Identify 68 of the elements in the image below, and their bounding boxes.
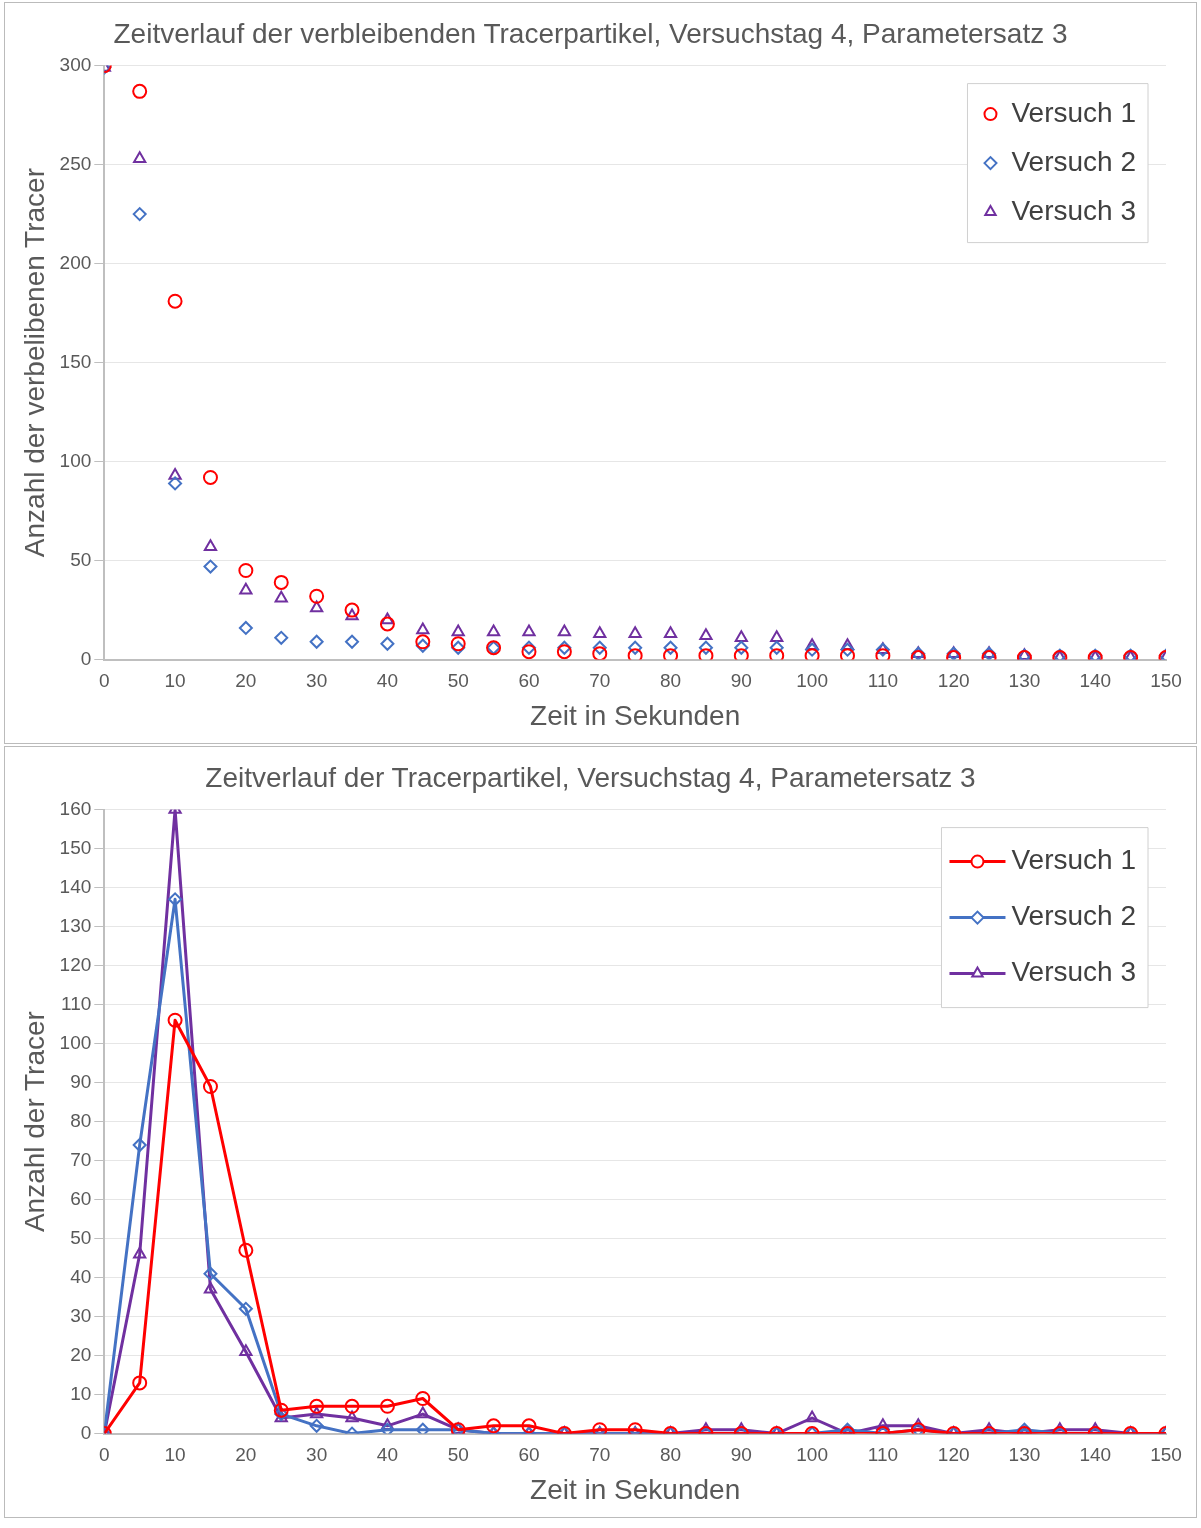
x-tick-label: 0 <box>99 670 110 692</box>
y-tick-label: 200 <box>59 251 92 273</box>
x-tick-label: 20 <box>235 670 257 692</box>
x-tick-label: 10 <box>164 670 186 692</box>
y-tick-label: 90 <box>70 1070 92 1092</box>
legend-label: Versuch 2 <box>1011 145 1137 177</box>
x-tick-label: 90 <box>730 1444 752 1466</box>
legend-label: Versuch 2 <box>1011 900 1137 932</box>
legend-label: Versuch 3 <box>1011 956 1137 988</box>
x-tick-label: 100 <box>796 670 828 692</box>
x-tick-label: 80 <box>659 1444 682 1466</box>
y-tick-label: 100 <box>59 1031 92 1053</box>
legend-label: Versuch 1 <box>1011 844 1137 876</box>
y-tick-label: 130 <box>59 914 92 936</box>
x-tick-label: 110 <box>867 670 899 692</box>
y-tick-label: 120 <box>59 953 92 975</box>
legend-label: Versuch 3 <box>1011 194 1137 226</box>
y-tick-label: 160 <box>59 797 92 819</box>
y-tick-label: 100 <box>59 449 92 471</box>
y-tick-label: 60 <box>70 1187 92 1209</box>
y-tick-label: 300 <box>59 53 92 75</box>
x-axis-title: Zeit in Sekunden <box>530 699 741 731</box>
x-tick-label: 10 <box>164 1444 186 1466</box>
y-tick-label: 30 <box>70 1304 92 1326</box>
y-tick-label: 70 <box>70 1148 92 1170</box>
x-tick-label: 100 <box>796 1444 828 1466</box>
y-tick-label: 20 <box>70 1343 92 1365</box>
x-tick-label: 110 <box>867 1444 899 1466</box>
x-tick-label: 90 <box>730 670 752 692</box>
x-tick-label: 20 <box>235 1444 257 1466</box>
x-tick-label: 0 <box>99 1444 110 1466</box>
y-axis-title: Anzahl der verbelibenen Tracer <box>18 168 50 558</box>
x-tick-label: 70 <box>589 1444 611 1466</box>
y-axis-title: Anzahl der Tracer <box>18 1011 50 1233</box>
x-tick-label: 140 <box>1079 1444 1112 1466</box>
chart-title: Zeitverlauf der verbleibenden Tracerpartikel, Versuchstag 4, Parametersatz 3 <box>113 17 1068 49</box>
y-tick-label: 50 <box>70 548 92 570</box>
y-tick-label: 110 <box>61 992 92 1014</box>
x-tick-label: 130 <box>1008 1444 1041 1466</box>
x-tick-label: 60 <box>518 1444 540 1466</box>
x-tick-label: 60 <box>518 670 540 692</box>
x-tick-label: 40 <box>376 670 398 692</box>
x-tick-label: 130 <box>1008 670 1041 692</box>
x-tick-label: 30 <box>306 670 328 692</box>
x-tick-label: 70 <box>589 670 611 692</box>
x-tick-label: 120 <box>937 670 970 692</box>
x-tick-label: 50 <box>447 670 469 692</box>
y-tick-label: 40 <box>70 1265 92 1287</box>
chart-title: Zeitverlauf der Tracerpartikel, Versuchstag 4, Parametersatz 3 <box>205 761 976 793</box>
legend-label: Versuch 1 <box>1011 96 1137 128</box>
x-tick-label: 150 <box>1150 670 1182 692</box>
y-tick-label: 150 <box>59 350 92 372</box>
x-tick-label: 140 <box>1079 670 1112 692</box>
y-tick-label: 10 <box>70 1382 92 1404</box>
y-tick-label: 250 <box>59 152 92 174</box>
y-tick-label: 80 <box>70 1109 92 1131</box>
y-tick-label: 0 <box>80 647 92 669</box>
x-tick-label: 120 <box>937 1444 970 1466</box>
x-tick-label: 50 <box>447 1444 469 1466</box>
x-tick-label: 40 <box>376 1444 398 1466</box>
y-tick-label: 0 <box>80 1421 92 1443</box>
y-tick-label: 140 <box>59 875 92 897</box>
x-tick-label: 80 <box>659 670 682 692</box>
x-axis-title: Zeit in Sekunden <box>530 1473 741 1505</box>
y-tick-label: 50 <box>70 1226 92 1248</box>
y-tick-label: 150 <box>59 836 92 858</box>
x-tick-label: 150 <box>1150 1444 1182 1466</box>
x-tick-label: 30 <box>306 1444 328 1466</box>
